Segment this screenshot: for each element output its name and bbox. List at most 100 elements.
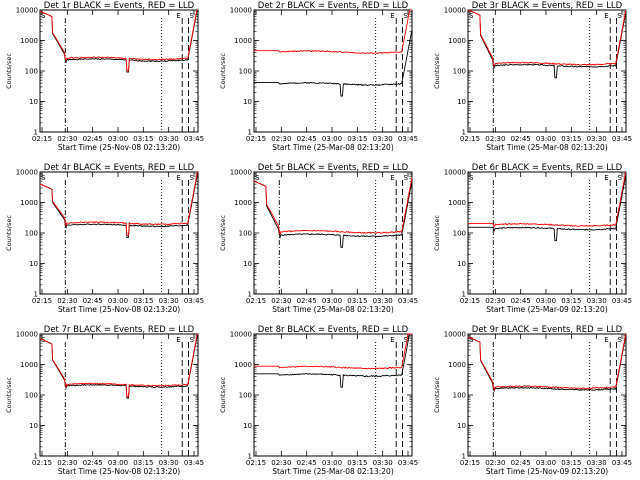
x-tick-label: 02:15 [246, 297, 266, 305]
x-tick-label: 02:30 [271, 459, 291, 467]
detector-panel-4: Det 4r BLACK = Events, RED = LLD 1 10 100 10… [5, 163, 204, 314]
y-tick-label: 100 [239, 392, 252, 400]
y-tick-label: 10 [457, 98, 466, 106]
x-tick-label: 03:00 [108, 297, 128, 305]
y-tick-label: 10000 [444, 169, 466, 177]
marker-label-s: S [469, 336, 474, 344]
panel-title: Det 5r BLACK = Events, RED = LLD [258, 163, 409, 173]
y-tick-label: 1 [34, 291, 38, 299]
x-axis-label: Start Time (25-Mar-08 02:13:20) [272, 467, 394, 476]
series-line-events [39, 9, 198, 73]
y-tick-label: 1 [462, 129, 466, 137]
series-line-events [468, 174, 627, 242]
marker-label-e: E [604, 336, 608, 344]
y-tick-label: 1000 [20, 199, 38, 207]
marker-label-s: S [255, 174, 260, 182]
panel-title: Det 7r BLACK = Events, RED = LLD [44, 325, 195, 335]
series-line-lld [254, 9, 412, 55]
x-tick-label: 03:30 [587, 459, 607, 467]
series-line-events [467, 334, 627, 393]
detector-panel-9: Det 9r BLACK = Events, RED = LLD 1 10 100 10… [433, 325, 632, 476]
detector-panel-5: Det 5r BLACK = Events, RED = LLD 1 10 100 10… [219, 163, 418, 314]
plot-frame [253, 333, 413, 457]
x-tick-label: 03:30 [587, 297, 607, 305]
y-axis-label: Counts/sec [5, 53, 13, 89]
series-line-lld [254, 333, 412, 370]
y-tick-label: 100 [239, 68, 252, 76]
x-tick-label: 03:30 [373, 297, 393, 305]
x-tick-label: 02:45 [297, 459, 317, 467]
x-tick-label: 02:45 [83, 459, 103, 467]
y-tick-label: 100 [25, 392, 38, 400]
panel-title: Det 9r BLACK = Events, RED = LLD [472, 325, 623, 335]
x-tick-label: 02:15 [460, 297, 480, 305]
marker-label-s: S [404, 12, 409, 20]
x-tick-label: 02:30 [485, 135, 505, 143]
marker-label-e: E [604, 174, 608, 182]
detector-panel-7: Det 7r BLACK = Events, RED = LLD 1 10 100 10… [5, 325, 204, 476]
series-line-lld [39, 171, 199, 236]
x-tick-label: 03:30 [373, 459, 393, 467]
x-tick-label: 02:45 [297, 135, 317, 143]
marker-label-s: S [41, 12, 46, 20]
y-tick-label: 1000 [448, 199, 466, 207]
x-tick-label: 03:45 [398, 135, 418, 143]
x-tick-label: 03:45 [398, 459, 418, 467]
y-tick-label: 10000 [16, 7, 38, 15]
x-tick-label: 03:15 [561, 135, 581, 143]
x-tick-label: 03:00 [536, 135, 556, 143]
marker-label-e: E [176, 12, 180, 20]
y-tick-label: 1 [34, 129, 38, 137]
marker-label-s: S [190, 12, 195, 20]
x-tick-label: 03:00 [322, 459, 342, 467]
x-axis-label: Start Time (25-Mar-09 02:13:20) [486, 305, 608, 314]
marker-label-s: S [618, 12, 623, 20]
x-tick-label: 02:45 [297, 297, 317, 305]
x-tick-label: 02:15 [32, 135, 52, 143]
x-tick-label: 03:45 [184, 297, 204, 305]
x-tick-label: 03:30 [373, 135, 393, 143]
marker-label-e: E [176, 336, 180, 344]
x-axis-label: Start Time (25-Mar-08 02:13:20) [272, 143, 394, 152]
panel-title: Det 2r BLACK = Events, RED = LLD [258, 1, 409, 11]
y-axis-label: Counts/sec [219, 215, 227, 251]
x-tick-label: 03:15 [133, 459, 153, 467]
x-tick-label: 03:15 [347, 297, 367, 305]
y-tick-label: 1 [248, 129, 252, 137]
x-tick-label: 02:15 [460, 459, 480, 467]
panel-title: Det 8r BLACK = Events, RED = LLD [258, 325, 409, 335]
y-tick-label: 10000 [16, 331, 38, 339]
y-tick-label: 10 [243, 260, 252, 268]
y-tick-label: 1 [462, 291, 466, 299]
marker-label-e: E [390, 336, 394, 344]
x-tick-label: 02:30 [271, 297, 291, 305]
series-line-lld [39, 333, 199, 398]
y-axis-label: Counts/sec [433, 215, 441, 251]
marker-label-e: E [390, 174, 394, 182]
x-axis-label: Start Time (25-Mar-08 02:13:20) [486, 143, 608, 152]
y-tick-label: 1 [462, 453, 466, 461]
y-axis-label: Counts/sec [5, 377, 13, 413]
x-tick-label: 03:30 [587, 135, 607, 143]
x-tick-label: 03:30 [159, 297, 179, 305]
x-tick-label: 02:30 [57, 135, 77, 143]
detector-panel-3: Det 3r BLACK = Events, RED = LLD 1 10 100 10… [433, 1, 632, 152]
x-tick-label: 02:15 [460, 135, 480, 143]
plot-frame [253, 9, 413, 133]
marker-label-s: S [469, 12, 474, 20]
y-axis-label: Counts/sec [219, 53, 227, 89]
marker-label-s: S [404, 174, 409, 182]
x-tick-label: 02:30 [57, 297, 77, 305]
x-tick-label: 02:30 [271, 135, 291, 143]
marker-label-s: S [469, 174, 474, 182]
y-tick-label: 100 [239, 230, 252, 238]
x-tick-label: 03:00 [108, 135, 128, 143]
y-tick-label: 1 [34, 453, 38, 461]
y-axis-label: Counts/sec [433, 53, 441, 89]
x-tick-label: 02:45 [511, 297, 531, 305]
y-tick-label: 10000 [444, 7, 466, 15]
series-line-lld [467, 9, 627, 67]
marker-label-s: S [618, 174, 623, 182]
x-axis-label: Start Time (25-Nov-08 02:13:20) [58, 143, 180, 152]
